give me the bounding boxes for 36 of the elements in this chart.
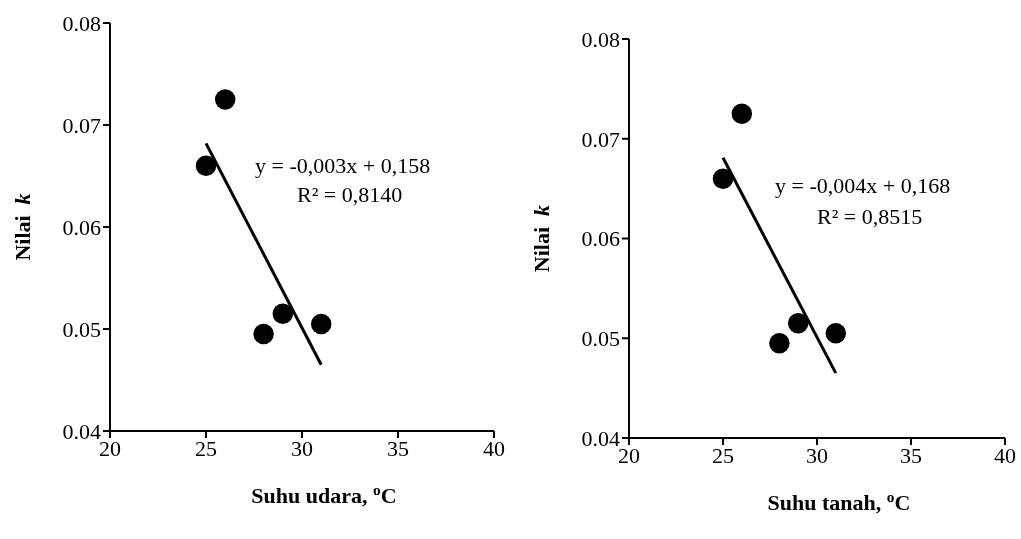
annotation: R² = 0,8140	[297, 182, 403, 208]
y-tick-label: 0.08	[62, 10, 101, 36]
x-tick-label: 40	[483, 435, 505, 461]
y-tick-label: 0.08	[581, 26, 620, 52]
y-tick-label: 0.05	[581, 326, 620, 352]
point	[253, 323, 274, 345]
point	[712, 168, 734, 189]
point	[195, 155, 217, 177]
point	[769, 333, 790, 354]
annotation: R² = 0,8515	[817, 204, 923, 230]
y-tick-label: 0.06	[581, 226, 620, 252]
point	[214, 89, 236, 110]
x-tick-label: 35	[387, 435, 409, 461]
annotation: y = -0,004x + 0,168	[775, 173, 951, 199]
y-tick-label: 0.05	[62, 316, 101, 342]
x-tick-label: 30	[291, 435, 313, 461]
x-axis-title: Suhu tanah, $^{o}$C	[767, 487, 911, 515]
x-tick-label: 35	[900, 442, 922, 468]
y-axis-title: Nilai k	[529, 204, 554, 273]
point	[787, 313, 809, 334]
x-tick-label: 30	[806, 442, 828, 468]
point	[731, 103, 753, 125]
y-tick-label: 0.06	[62, 214, 101, 240]
y-tick-label: 0.04	[62, 418, 101, 444]
y-tick-label: 0.07	[581, 126, 620, 152]
point	[272, 303, 294, 324]
annotation: y = -0,003x + 0,158	[255, 153, 431, 179]
x-tick-label: 40	[994, 442, 1016, 468]
y-tick-label: 0.07	[62, 112, 101, 138]
x-tick-label: 25	[195, 435, 217, 461]
y-axis-title: Nilai k	[10, 193, 35, 261]
x-axis-title: Suhu udara, $^{o}$C	[251, 480, 397, 508]
x-tick-label: 25	[712, 442, 734, 468]
y-tick-label: 0.04	[581, 425, 620, 451]
point	[310, 313, 332, 335]
point	[825, 323, 847, 344]
